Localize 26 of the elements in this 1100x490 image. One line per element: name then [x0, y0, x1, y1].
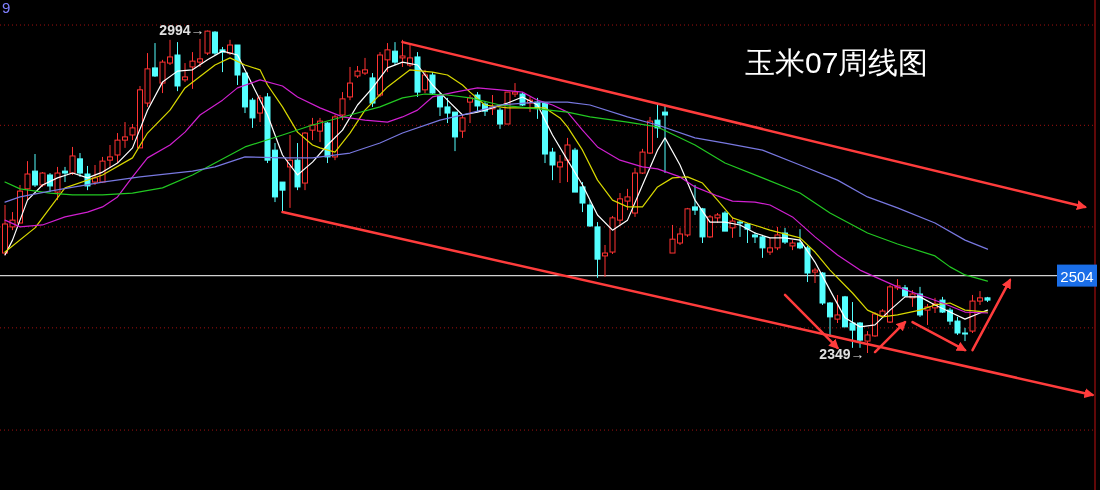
candlestick	[152, 42, 158, 78]
candlestick	[62, 166, 68, 183]
candlestick	[812, 267, 818, 284]
candlestick	[339, 91, 346, 121]
annotation: 2349→	[819, 346, 865, 362]
candlestick	[557, 154, 563, 184]
candlestick	[24, 160, 31, 201]
candlestick	[467, 94, 473, 124]
candlestick	[32, 153, 38, 188]
candlestick	[287, 134, 293, 209]
candlestick	[257, 94, 263, 123]
candlestick	[422, 69, 428, 94]
candlestick	[662, 104, 668, 174]
candlestick	[834, 294, 841, 324]
candlestick	[459, 114, 466, 139]
text: 玉米07周线图	[745, 46, 929, 79]
text: 9	[2, 0, 11, 16]
candlestick	[182, 62, 188, 83]
candlestick	[69, 146, 76, 176]
candlestick	[497, 107, 503, 130]
candlestick	[392, 41, 398, 66]
candlestick	[204, 30, 211, 56]
annotation: 2504	[1060, 267, 1094, 285]
candlestick	[564, 137, 571, 183]
annotation: 2994→	[159, 21, 205, 38]
candlestick	[347, 66, 353, 101]
